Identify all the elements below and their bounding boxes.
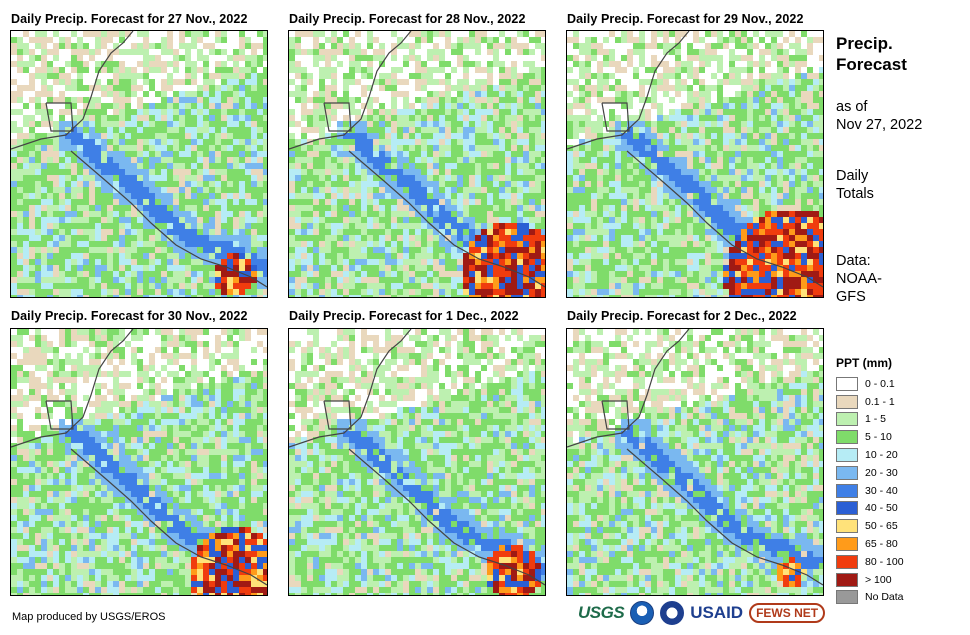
legend-label: 0.1 - 1 bbox=[865, 395, 895, 408]
precip-raster bbox=[567, 329, 823, 595]
legend-label: 65 - 80 bbox=[865, 538, 898, 551]
forecast-map-nov27 bbox=[10, 30, 268, 298]
legend-item: No Data bbox=[836, 589, 904, 607]
legend-swatch bbox=[836, 448, 858, 463]
panel-title: Daily Precip. Forecast for 29 Nov., 2022 bbox=[567, 12, 804, 26]
legend-title: PPT (mm) bbox=[836, 356, 893, 370]
legend-swatch bbox=[836, 430, 858, 445]
legend-swatch bbox=[836, 376, 858, 391]
legend-rows: 0 - 0.1 0.1 - 1 1 - 5 5 - 10 10 - 20 20 - 30 3… bbox=[836, 375, 904, 606]
legend-item: > 100 bbox=[836, 571, 904, 589]
as-of-date: as of Nov 27, 2022 bbox=[836, 98, 922, 134]
usgs-logo: USGS bbox=[578, 603, 625, 622]
sidebar-title-line: Precip. bbox=[836, 34, 893, 53]
legend-item: 65 - 80 bbox=[836, 535, 904, 553]
panel-title: Daily Precip. Forecast for 27 Nov., 2022 bbox=[11, 12, 248, 26]
legend-label: No Data bbox=[865, 591, 904, 604]
legend-item: 30 - 40 bbox=[836, 482, 904, 500]
totals-note: Daily Totals bbox=[836, 167, 874, 203]
data-source-line: GFS bbox=[836, 289, 866, 305]
panel-title: Daily Precip. Forecast for 2 Dec., 2022 bbox=[567, 309, 797, 323]
legend-label: > 100 bbox=[865, 573, 892, 586]
totals-line: Totals bbox=[836, 186, 874, 202]
data-source: Data: NOAA- GFS bbox=[836, 252, 882, 306]
legend-swatch bbox=[836, 501, 858, 516]
legend-label: 80 - 100 bbox=[865, 555, 904, 568]
panel-title: Daily Precip. Forecast for 28 Nov., 2022 bbox=[289, 12, 526, 26]
precip-raster bbox=[11, 329, 267, 595]
sidebar-title: Precip. Forecast bbox=[836, 33, 907, 75]
forecast-map-dec1 bbox=[288, 328, 546, 596]
logo-strip: USGS USAID FEWS NET bbox=[578, 601, 826, 625]
data-source-line: Data: bbox=[836, 253, 871, 269]
precip-raster bbox=[567, 31, 823, 297]
legend-item: 10 - 20 bbox=[836, 446, 904, 464]
precip-raster bbox=[289, 329, 545, 595]
legend-item: 1 - 5 bbox=[836, 411, 904, 429]
noaa-logo-icon bbox=[630, 601, 655, 625]
forecast-map-dec2 bbox=[566, 328, 824, 596]
legend-swatch bbox=[836, 394, 858, 409]
fews-net-logo: FEWS NET bbox=[749, 603, 826, 623]
legend-swatch bbox=[836, 554, 858, 569]
legend-label: 40 - 50 bbox=[865, 502, 898, 515]
totals-line: Daily bbox=[836, 168, 869, 184]
legend-label: 20 - 30 bbox=[865, 466, 898, 479]
legend-swatch bbox=[836, 519, 858, 534]
precip-raster bbox=[11, 31, 267, 297]
legend-item: 50 - 65 bbox=[836, 517, 904, 535]
legend-swatch bbox=[836, 483, 858, 498]
legend-item: 0.1 - 1 bbox=[836, 393, 904, 411]
legend-swatch bbox=[836, 572, 858, 587]
forecast-map-nov28 bbox=[288, 30, 546, 298]
usaid-logo: USAID bbox=[690, 603, 744, 622]
usaid-seal-icon bbox=[660, 601, 685, 625]
legend-item: 5 - 10 bbox=[836, 428, 904, 446]
legend-label: 0 - 0.1 bbox=[865, 377, 895, 390]
legend-swatch bbox=[836, 590, 858, 605]
legend-label: 30 - 40 bbox=[865, 484, 898, 497]
legend-swatch bbox=[836, 465, 858, 480]
sidebar-title-line: Forecast bbox=[836, 55, 907, 74]
legend-swatch bbox=[836, 537, 858, 552]
legend-label: 10 - 20 bbox=[865, 449, 898, 462]
legend-item: 40 - 50 bbox=[836, 500, 904, 518]
as-of-value: Nov 27, 2022 bbox=[836, 117, 923, 133]
forecast-map-nov29 bbox=[566, 30, 824, 298]
legend-label: 50 - 65 bbox=[865, 520, 898, 533]
data-source-line: NOAA- bbox=[836, 271, 882, 287]
legend-swatch bbox=[836, 412, 858, 427]
legend-item: 80 - 100 bbox=[836, 553, 904, 571]
as-of-label: as of bbox=[836, 99, 868, 115]
ppt-legend: PPT (mm) 0 - 0.1 0.1 - 1 1 - 5 5 - 10 10 - 2… bbox=[836, 356, 904, 606]
precip-raster bbox=[289, 31, 545, 297]
legend-item: 0 - 0.1 bbox=[836, 375, 904, 393]
legend-item: 20 - 30 bbox=[836, 464, 904, 482]
map-credit: Map produced by USGS/EROS bbox=[12, 611, 166, 623]
forecast-map-nov30 bbox=[10, 328, 268, 596]
legend-label: 1 - 5 bbox=[865, 413, 887, 426]
panel-title: Daily Precip. Forecast for 30 Nov., 2022 bbox=[11, 309, 248, 323]
panel-title: Daily Precip. Forecast for 1 Dec., 2022 bbox=[289, 309, 519, 323]
legend-label: 5 - 10 bbox=[865, 431, 892, 444]
